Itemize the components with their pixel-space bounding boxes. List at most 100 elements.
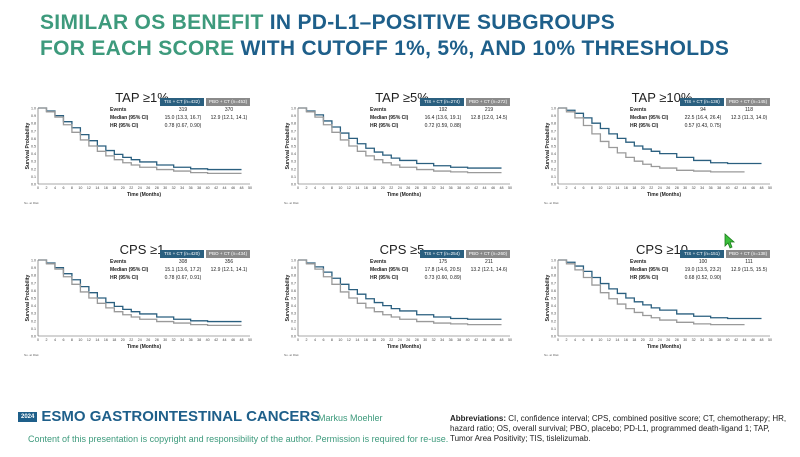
x-tick-label: 26 <box>406 338 410 342</box>
stats-row-label: Median (95% CI) <box>110 267 149 273</box>
y-tick-label: 0.5 <box>551 297 556 301</box>
stats-cell: 15.1 (13.6, 17.2) <box>164 267 202 273</box>
x-tick-label: 26 <box>406 186 410 190</box>
x-tick-label: 30 <box>163 338 167 342</box>
x-tick-label: 40 <box>726 338 730 342</box>
stats-cell <box>726 274 772 282</box>
x-tick-label: 22 <box>649 186 653 190</box>
y-axis-label: Survival Probability <box>285 122 291 169</box>
y-tick-label: 0.5 <box>31 297 36 301</box>
y-axis-label: Survival Probability <box>545 122 551 169</box>
y-tick-label: 0.3 <box>291 160 296 164</box>
x-tick-label: 42 <box>214 338 218 342</box>
stats-cell: 100 <box>698 259 708 265</box>
x-tick-label: 26 <box>146 338 150 342</box>
x-tick-label: 30 <box>163 186 167 190</box>
x-tick-label: 2 <box>305 338 307 342</box>
km-chart: 0.00.10.20.30.40.50.60.70.80.91.00 2 4 6 8 10… <box>24 259 252 358</box>
x-tick-label: 50 <box>508 186 512 190</box>
x-tick-label: 20 <box>381 186 385 190</box>
x-tick-label: 6 <box>322 338 324 342</box>
x-tick-label: 28 <box>415 186 419 190</box>
stats-row: Events 308 356 <box>110 258 252 266</box>
y-tick-label: 0.8 <box>551 122 556 126</box>
y-tick-label: 0.9 <box>31 114 36 118</box>
y-tick-label: 0.8 <box>551 274 556 278</box>
x-tick-label: 40 <box>206 338 210 342</box>
stats-cell: 0.68 (0.52, 0.90) <box>684 275 722 281</box>
stats-row-label: Median (95% CI) <box>630 267 669 273</box>
stats-col-tis: TIS + CT (n=254) <box>420 250 464 258</box>
stats-col-tis: TIS + CT (n=136) <box>680 98 724 106</box>
y-tick-label: 0.0 <box>551 183 556 187</box>
x-axis-label: Time (Months) <box>387 344 421 350</box>
x-axis-label: Time (Months) <box>387 192 421 198</box>
y-tick-label: 0.6 <box>31 289 36 293</box>
x-tick-label: 36 <box>449 338 453 342</box>
y-tick-label: 0.4 <box>31 304 36 308</box>
y-tick-label: 0.4 <box>291 152 296 156</box>
stats-cell: 15.0 (13.3, 16.7) <box>164 115 202 121</box>
slide-title: SIMILAR OS BENEFIT IN PD-L1–POSITIVE SUB… <box>40 10 790 62</box>
x-tick-label: 10 <box>338 338 342 342</box>
x-tick-label: 0 <box>557 338 559 342</box>
y-tick-label: 0.7 <box>551 129 556 133</box>
x-tick-label: 40 <box>726 186 730 190</box>
x-tick-label: 14 <box>615 338 619 342</box>
x-tick-label: 12 <box>87 338 91 342</box>
y-tick-label: 1.0 <box>31 107 36 111</box>
x-tick-label: 36 <box>709 338 713 342</box>
stats-col-pbo: PBO + CT (n=272) <box>466 98 510 106</box>
y-tick-label: 0.2 <box>551 167 556 171</box>
y-tick-label: 1.0 <box>291 107 296 111</box>
title-part-4: WITH CUTOFF 1%, 5%, AND 10% THRESHOLDS <box>240 37 730 60</box>
stats-row-label: HR (95% CI) <box>370 275 399 281</box>
stats-header: TIS + CT (n=420) PBO + CT (n=434) <box>110 250 252 258</box>
stats-cell: 12.9 (11.5, 15.5) <box>730 267 768 273</box>
x-tick-label: 28 <box>155 338 159 342</box>
x-tick-label: 42 <box>474 186 478 190</box>
y-tick-label: 0.4 <box>551 152 556 156</box>
x-tick-label: 48 <box>240 338 244 342</box>
x-tick-label: 32 <box>172 338 176 342</box>
stats-row-label: Median (95% CI) <box>110 115 149 121</box>
stats-col-pbo: PBO + CT (n=453) <box>206 98 250 106</box>
x-tick-label: 4 <box>574 338 576 342</box>
x-axis-label: Time (Months) <box>647 192 681 198</box>
x-tick-label: 20 <box>641 186 645 190</box>
series-line-pbo-ct <box>298 259 502 326</box>
x-tick-label: 42 <box>474 338 478 342</box>
stats-col-pbo: PBO + CT (n=260) <box>466 250 510 258</box>
x-tick-label: 8 <box>591 186 593 190</box>
stats-cell: 319 <box>178 107 188 113</box>
x-tick-label: 18 <box>632 338 636 342</box>
x-tick-label: 12 <box>347 338 351 342</box>
y-tick-label: 0.1 <box>291 175 296 179</box>
stats-table: TIS + CT (n=136) PBO + CT (n=145) Events 94… <box>630 98 772 130</box>
esmo-logo: 2024 ESMO GASTROINTESTINAL CANCERS <box>18 408 320 425</box>
x-tick-label: 0 <box>297 186 299 190</box>
stats-row: Events 192 219 <box>370 106 512 114</box>
stats-col-pbo: PBO + CT (n=434) <box>206 250 250 258</box>
x-tick-label: 42 <box>734 186 738 190</box>
stats-cell: 12.9 (12.1, 14.1) <box>210 115 248 121</box>
stats-col-tis: TIS + CT (n=432) <box>160 98 204 106</box>
stats-row-label: Events <box>110 107 127 113</box>
y-tick-label: 0.5 <box>551 145 556 149</box>
km-panel-4: 0.0 0.1 0.2 0.3 0.4 0.5 0.6 0.7 0.8 0.9 1.0 0 2 4 6 8 10… <box>22 240 262 410</box>
stats-cell: 0.57 (0.43, 0.75) <box>684 123 722 129</box>
x-tick-label: 46 <box>751 186 755 190</box>
x-tick-label: 28 <box>675 186 679 190</box>
y-tick-label: 0.6 <box>291 289 296 293</box>
x-tick-label: 6 <box>582 338 584 342</box>
x-tick-label: 12 <box>347 186 351 190</box>
x-tick-label: 4 <box>314 338 316 342</box>
stats-row: HR (95% CI) 0.78 (0.67, 0.90) <box>110 122 252 130</box>
stats-row: Median (95% CI) 17.8 (14.6, 20.5) 13.2 (12… <box>370 266 512 274</box>
y-tick-label: 0.8 <box>291 274 296 278</box>
panel-title: CPS ≥1 <box>119 242 165 257</box>
stats-row: HR (95% CI) 0.68 (0.52, 0.90) <box>630 274 772 282</box>
stats-header: TIS + CT (n=136) PBO + CT (n=145) <box>630 98 772 106</box>
stats-cell: 22.5 (16.4, 26.4) <box>684 115 722 121</box>
stats-cell <box>466 274 512 282</box>
